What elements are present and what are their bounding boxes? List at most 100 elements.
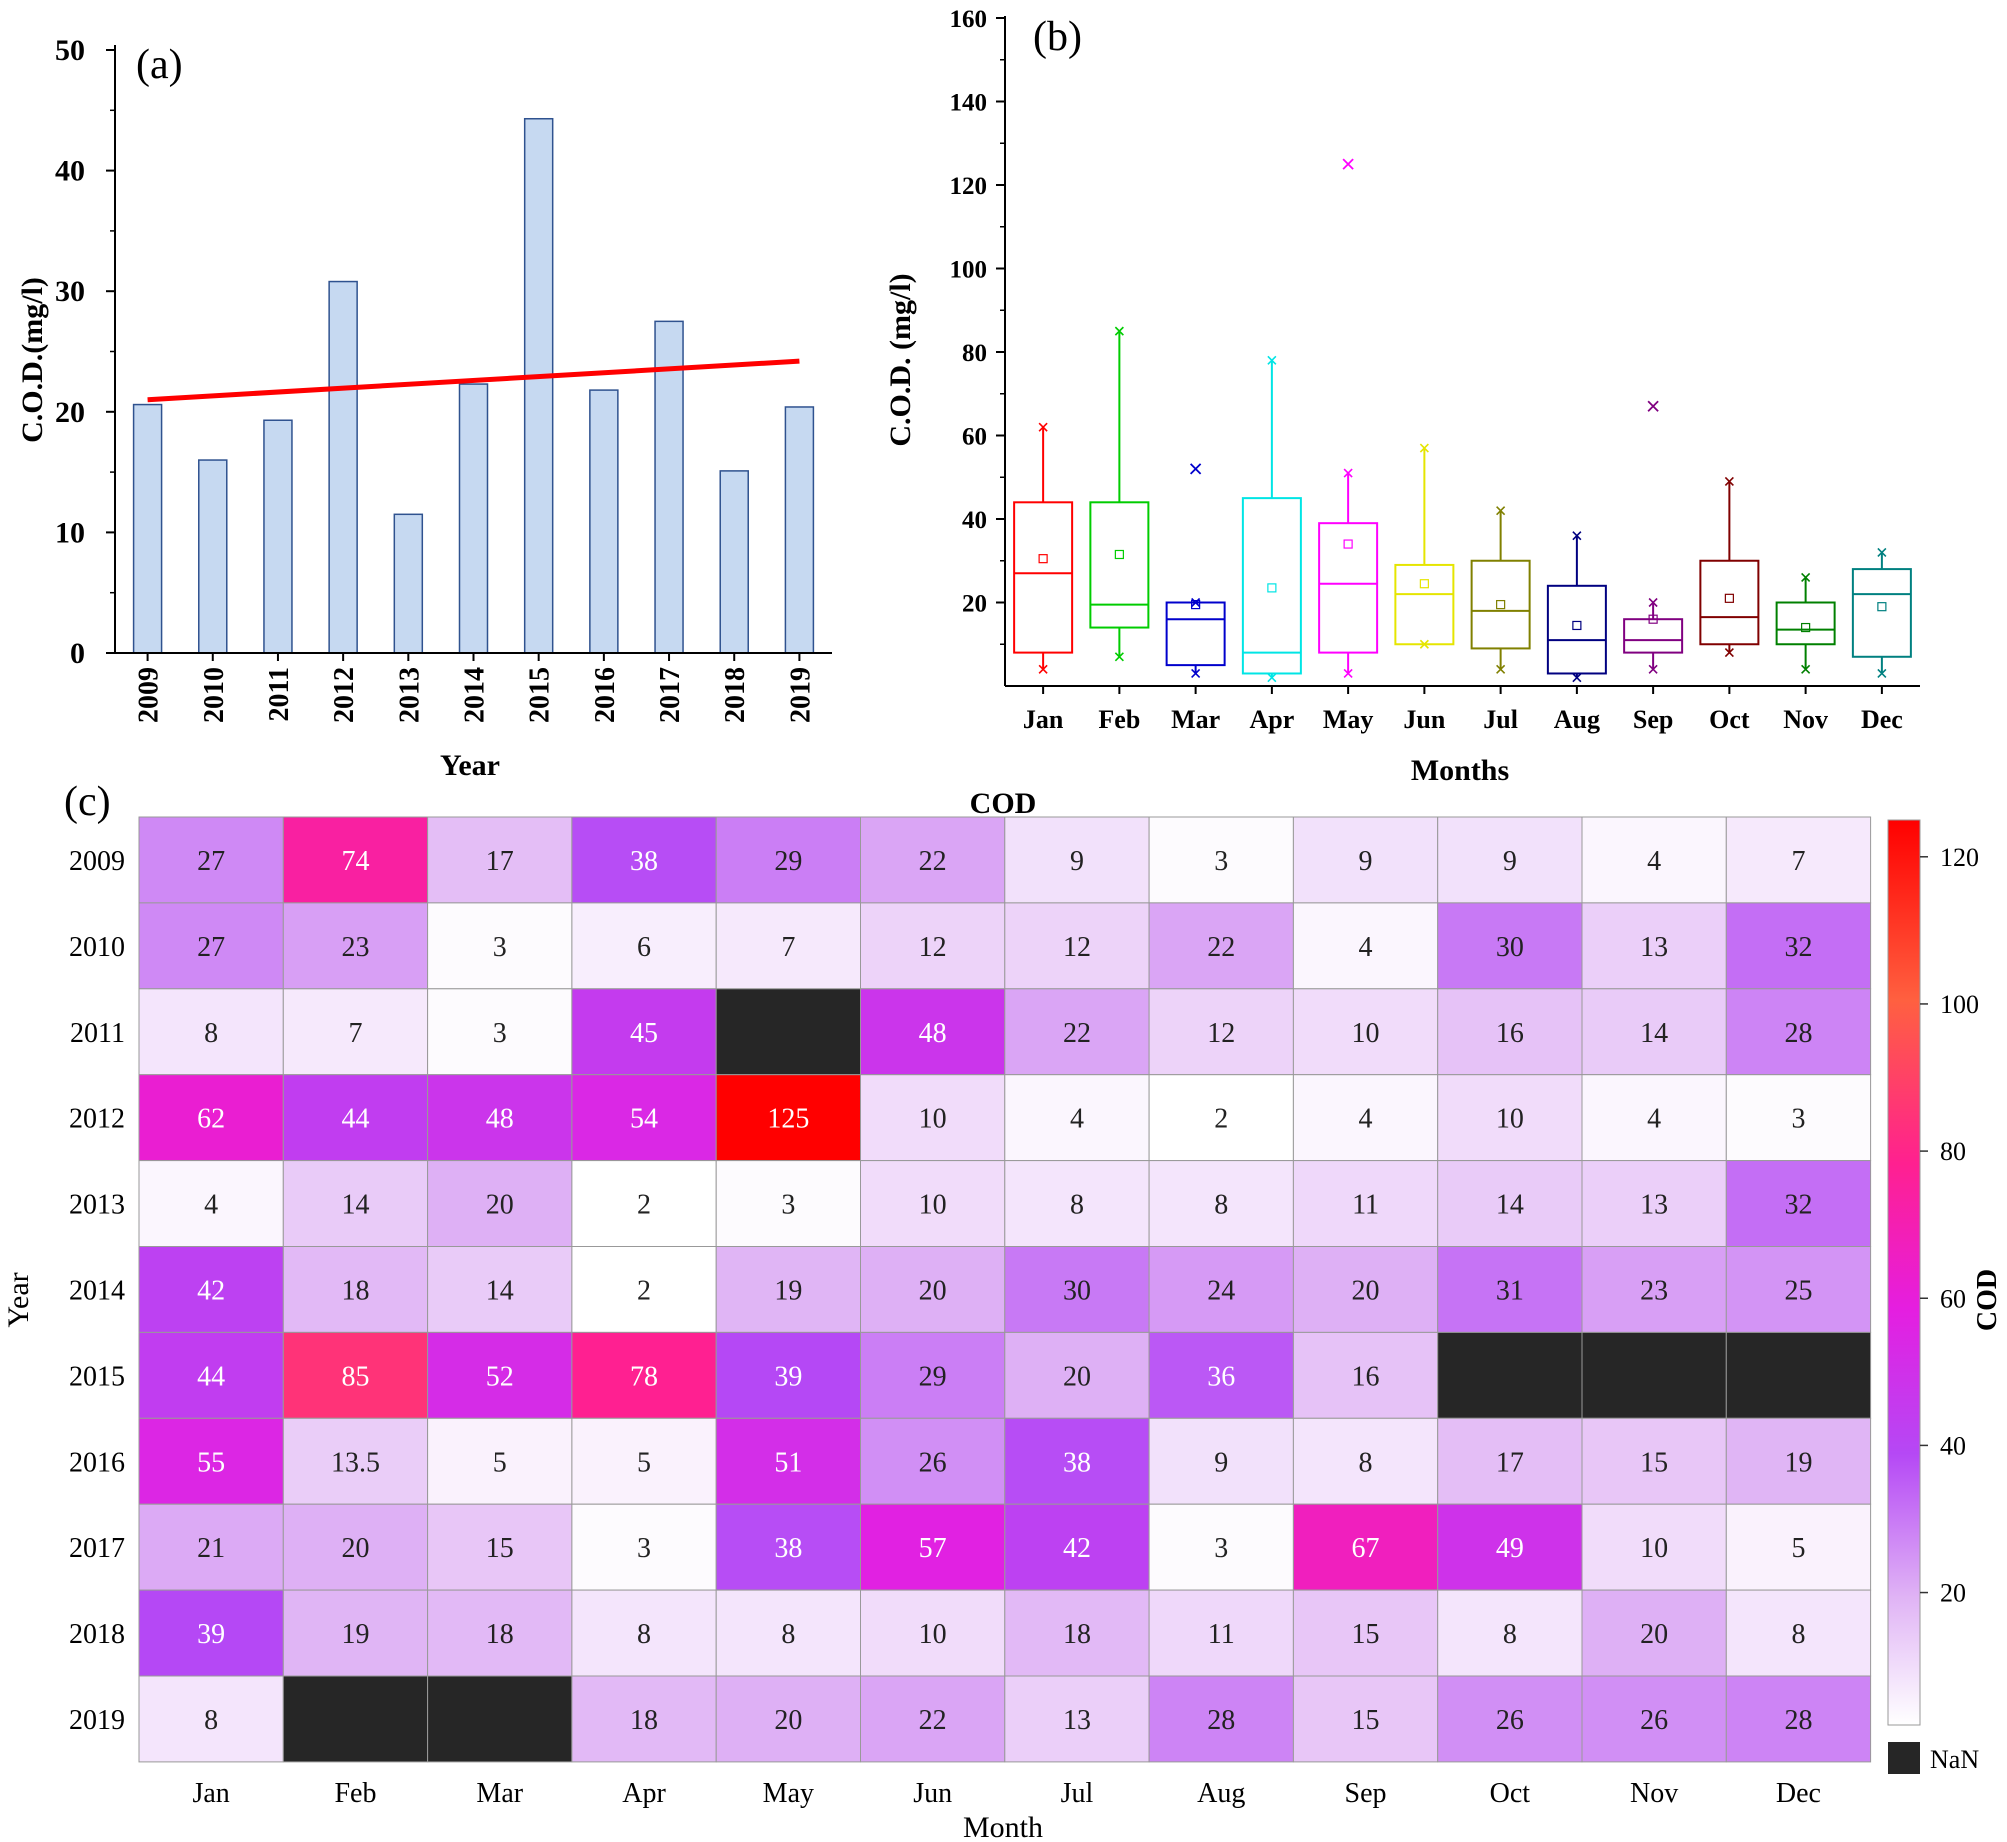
heatmap-cell-2019-Jul [1004, 1675, 1150, 1763]
colorbar-nan-label: NaN [1930, 1745, 1979, 1774]
mean-marker-Jul [1496, 599, 1506, 610]
heatmap-value: 3 [1214, 1533, 1228, 1564]
heatmap-cell-2011-Jan [138, 988, 284, 1076]
heatmap-value: 7 [348, 1018, 362, 1049]
heatmap-cell-2019-Sep [1292, 1675, 1439, 1763]
heatmap-value: 12 [1207, 1018, 1235, 1049]
heatmap-value: 54 [630, 1104, 658, 1135]
box-Oct [1699, 559, 1760, 646]
bar-2019 [784, 406, 815, 654]
heatmap-cell-2018-Aug [1148, 1589, 1294, 1677]
y-tick-label: 80 [962, 340, 987, 367]
heatmap-value: 22 [919, 1705, 947, 1736]
heatmap-cell-2009-Aug [1148, 816, 1294, 904]
heatmap-cell-2019-Oct [1437, 1675, 1583, 1763]
x-tick-label: Sep [1633, 705, 1673, 734]
bar-2015 [523, 117, 554, 654]
heatmap-value: 48 [486, 1104, 514, 1135]
y-tick-label: 40 [962, 507, 987, 534]
extreme-marker-Sep [1648, 597, 1658, 608]
outlier-marker-Mar [1189, 463, 1202, 475]
x-tick-label: 2011 [264, 667, 295, 721]
extreme-marker-Jul [1496, 506, 1506, 516]
heatmap-value: 8 [781, 1619, 795, 1650]
heatmap-cell-2012-Oct [1437, 1074, 1583, 1162]
heatmap-cell-2019-Nov [1581, 1675, 1727, 1763]
heatmap-cell-2019-Mar [427, 1675, 573, 1763]
heatmap-cell-2018-Apr [571, 1589, 717, 1677]
heatmap-value: 23 [1640, 1275, 1668, 1306]
panel-b-label: (b) [1033, 14, 1082, 60]
heatmap-value: 2 [1214, 1104, 1228, 1135]
bar-2018 [719, 470, 749, 654]
heatmap-cell-2011-Jul [1004, 988, 1150, 1076]
heatmap-cell-2014-Oct [1437, 1246, 1583, 1333]
x-tick-label: Jan [192, 1778, 229, 1809]
heatmap-cell-2018-Nov [1581, 1589, 1727, 1677]
colorbar-tick-label: 20 [1940, 1579, 1966, 1608]
x-tick-label: Jul [1061, 1778, 1094, 1809]
panel-a-bars [132, 117, 815, 654]
heatmap-cell-2011-Jun [860, 988, 1006, 1076]
heatmap-cell-2017-Nov [1581, 1503, 1727, 1591]
bar-2017 [654, 320, 684, 654]
mean-marker-Nov [1801, 622, 1811, 633]
heatmap-value: 13 [1640, 1190, 1668, 1221]
heatmap-cell-2013-Jun [860, 1160, 1006, 1247]
heatmap-cell-2011-Nov [1581, 988, 1727, 1076]
panel-a-x-axis-label: Year [440, 749, 500, 782]
heatmap-value: 23 [341, 932, 369, 963]
box-Jun [1394, 563, 1455, 646]
heatmap-cell-2017-Dec [1725, 1503, 1872, 1591]
heatmap-cell-2009-Oct [1437, 816, 1583, 904]
colorbar-tick-label: 80 [1940, 1137, 1966, 1166]
box-Jul [1470, 559, 1531, 650]
bar-2010 [198, 459, 228, 654]
box-May [1318, 522, 1379, 654]
heatmap-cell-2010-May [715, 902, 862, 990]
extreme-marker-Jan [1038, 422, 1048, 432]
heatmap-cell-2011-Mar [427, 988, 573, 1076]
box-Feb [1089, 501, 1150, 629]
heatmap-value: 8 [204, 1705, 218, 1736]
x-tick-label: Jul [1483, 705, 1518, 734]
heatmap-value: 2 [637, 1190, 651, 1221]
y-tick-label: 2011 [70, 1018, 125, 1049]
heatmap-value: 18 [486, 1619, 514, 1650]
mean-marker-May [1343, 539, 1353, 549]
heatmap-cell-2014-Dec [1725, 1246, 1872, 1333]
mean-marker-Aug [1572, 620, 1582, 631]
bar-2009 [132, 403, 163, 654]
heatmap-value: 18 [341, 1275, 369, 1306]
heatmap-value: 74 [341, 846, 369, 877]
bar-2016 [589, 389, 619, 654]
panel-c-y-axis-label: Year [2, 1272, 35, 1327]
box-Apr [1241, 497, 1302, 675]
heatmap-value: 25 [1784, 1275, 1812, 1306]
heatmap-cell-2015-Aug [1148, 1331, 1294, 1419]
colorbar-tick-label: 120 [1940, 843, 1979, 872]
panel-b-y-axis-label: C.O.D. (mg/l) [884, 273, 917, 446]
heatmap-value: 15 [1352, 1705, 1380, 1736]
heatmap-value: 5 [1791, 1533, 1805, 1564]
heatmap-value: 8 [1359, 1447, 1373, 1478]
y-tick-label: 140 [950, 90, 988, 117]
heatmap-cell-2009-Nov [1581, 816, 1727, 904]
extreme-marker-Nov [1801, 572, 1811, 583]
heatmap-value: 10 [919, 1104, 947, 1135]
heatmap-value: 67 [1352, 1533, 1380, 1564]
y-tick-label: 10 [55, 516, 85, 549]
heatmap-cell-2011-Feb [282, 988, 429, 1076]
heatmap-value: 11 [1352, 1190, 1379, 1221]
y-tick-label: 30 [55, 275, 85, 308]
heatmap-value: 15 [1352, 1619, 1380, 1650]
heatmap-cell-2016-Apr [571, 1417, 717, 1505]
y-tick-label: 20 [962, 591, 987, 618]
heatmap-cell-2014-May [715, 1246, 862, 1333]
heatmap-value: 3 [493, 932, 507, 963]
heatmap-value: 19 [774, 1275, 802, 1306]
heatmap-value: 12 [919, 932, 947, 963]
panel-c-x-axis-label: Month [963, 1811, 1043, 1842]
heatmap-cell-2010-Jul [1004, 902, 1150, 990]
panel-c-heatmap: (c) COD Year Month 27 74 17 38 29 22 9 3 9 9 4 727 2… [2, 779, 2003, 1842]
